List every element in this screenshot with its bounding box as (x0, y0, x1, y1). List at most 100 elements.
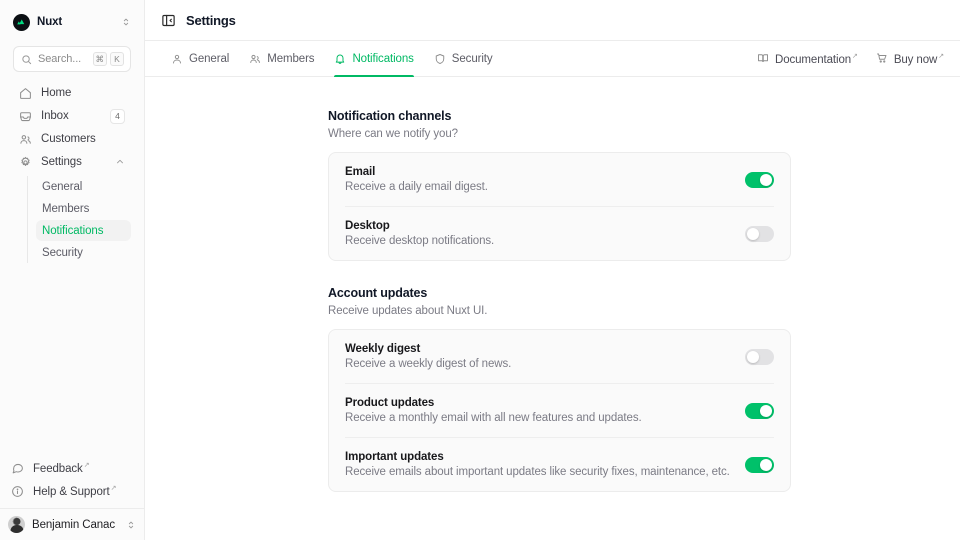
tab-notifications[interactable]: Notifications (324, 41, 423, 77)
search-placeholder: Search... (38, 53, 82, 65)
user-name: Benjamin Canac (32, 518, 115, 531)
settings-subnav: General Members Notifications Security (27, 176, 131, 263)
main-area: Settings General (145, 0, 960, 540)
search-input[interactable]: Search... ⌘ K (13, 46, 131, 72)
row-texts: Desktop Receive desktop notifications. (345, 220, 733, 247)
home-icon (19, 87, 33, 100)
sidebar-top: Nuxt Search... ⌘ K (0, 0, 144, 263)
tab-label: General (189, 52, 230, 65)
users-icon (249, 53, 261, 65)
row-description: Receive desktop notifications. (345, 235, 495, 247)
sidebar-item-notifications[interactable]: Notifications (36, 220, 131, 241)
toggle-knob (747, 227, 759, 240)
toggle-knob (760, 173, 772, 186)
sub-item-label: Security (42, 246, 83, 259)
header-links: Documentation↗ Buy now↗ (757, 41, 944, 76)
sidebar-item-settings[interactable]: Settings (13, 151, 131, 173)
sidebar-item-label: Help & Support↗ (33, 485, 117, 498)
chat-bubble-icon (11, 462, 25, 475)
avatar (8, 516, 25, 533)
sidebar-spacer (0, 263, 144, 457)
buy-now-link[interactable]: Buy now↗ (876, 52, 944, 66)
content-column: Notification channels Where can we notif… (328, 109, 791, 492)
settings-content: Notification channels Where can we notif… (145, 77, 960, 540)
team-switcher[interactable]: Nuxt (8, 8, 136, 36)
tab-general[interactable]: General (161, 41, 239, 76)
sub-item-label: Members (42, 202, 90, 215)
external-link-icon: ↗ (938, 52, 944, 60)
inbox-icon (19, 110, 33, 123)
section-description: Where can we notify you? (328, 128, 458, 140)
search-shortcut: ⌘ K (92, 52, 124, 66)
chevron-up-icon[interactable] (115, 157, 125, 167)
sidebar-item-help-support[interactable]: Help & Support↗ (5, 480, 139, 502)
sidebar-item-label: Feedback↗ (33, 462, 90, 475)
bell-icon (334, 53, 346, 65)
toggle-product-updates[interactable] (745, 402, 774, 419)
user-menu[interactable]: Benjamin Canac (0, 508, 144, 540)
chevron-up-down-icon (121, 17, 131, 27)
row-description: Receive emails about important updates l… (345, 466, 730, 478)
sidebar-item-feedback[interactable]: Feedback↗ (5, 457, 139, 479)
tab-label: Notifications (352, 52, 414, 65)
sidebar-item-members[interactable]: Members (36, 198, 131, 219)
row-description: Receive a weekly digest of news. (345, 358, 512, 370)
panel-left-collapse-icon[interactable] (161, 13, 176, 28)
settings-tabbar: General Members (145, 41, 960, 77)
gear-icon (19, 156, 33, 169)
toggle-knob (760, 458, 772, 471)
page-header: Settings (145, 0, 960, 41)
sidebar-item-inbox[interactable]: Inbox 4 (13, 105, 131, 127)
section-title: Notification channels (328, 109, 452, 123)
info-circle-icon (11, 485, 25, 498)
tab-label: Members (267, 52, 315, 65)
section-title: Account updates (328, 286, 428, 300)
sidebar-item-security[interactable]: Security (36, 242, 131, 263)
shield-icon (434, 53, 446, 65)
tab-security[interactable]: Security (424, 41, 503, 76)
book-icon (757, 52, 769, 64)
documentation-link[interactable]: Documentation↗ (757, 52, 858, 66)
external-link-icon: ↗ (110, 485, 117, 493)
sidebar-bottom: Feedback↗ Help & Support↗ (0, 457, 144, 508)
row-description: Receive a daily email digest. (345, 181, 488, 193)
row-texts: Product updates Receive a monthly email … (345, 397, 733, 424)
sidebar-nav: Home Inbox 4 (8, 72, 136, 263)
tab-members[interactable]: Members (239, 41, 324, 76)
sidebar-item-home[interactable]: Home (13, 82, 131, 104)
buy-now-label: Buy now↗ (893, 52, 944, 66)
sub-item-label: Notifications (42, 224, 104, 237)
toggle-knob (747, 350, 759, 363)
kbd-k: K (110, 52, 124, 66)
sidebar-item-customers[interactable]: Customers (13, 128, 131, 150)
setting-row-email: Email Receive a daily email digest. (345, 153, 774, 206)
sidebar-item-general[interactable]: General (36, 176, 131, 197)
row-texts: Weekly digest Receive a weekly digest of… (345, 343, 733, 370)
sub-item-label: General (42, 180, 83, 193)
setting-row-product-updates: Product updates Receive a monthly email … (345, 383, 774, 437)
section-gap (328, 261, 791, 286)
section-account-updates: Account updates Receive updates about Nu… (328, 286, 791, 492)
row-title: Desktop (345, 220, 390, 232)
page-title: Settings (186, 12, 236, 28)
toggle-knob (760, 404, 772, 417)
toggle-desktop[interactable] (745, 225, 774, 242)
sidebar-item-label: Home (41, 87, 72, 99)
account-updates-card: Weekly digest Receive a weekly digest of… (328, 329, 791, 492)
toggle-weekly-digest[interactable] (745, 348, 774, 365)
row-texts: Email Receive a daily email digest. (345, 166, 733, 193)
tabs: General Members (161, 41, 503, 77)
team-name: Nuxt (37, 16, 63, 28)
kbd-meta: ⌘ (92, 52, 107, 66)
sidebar: Nuxt Search... ⌘ K (0, 0, 145, 540)
toggle-email[interactable] (745, 171, 774, 188)
row-title: Product updates (345, 397, 435, 409)
external-link-icon: ↗ (852, 52, 858, 60)
setting-row-weekly-digest: Weekly digest Receive a weekly digest of… (345, 330, 774, 383)
row-description: Receive a monthly email with all new fea… (345, 412, 642, 424)
toggle-important-updates[interactable] (745, 456, 774, 473)
row-title: Important updates (345, 451, 444, 463)
documentation-label: Documentation↗ (774, 52, 858, 66)
external-link-icon: ↗ (83, 462, 90, 470)
